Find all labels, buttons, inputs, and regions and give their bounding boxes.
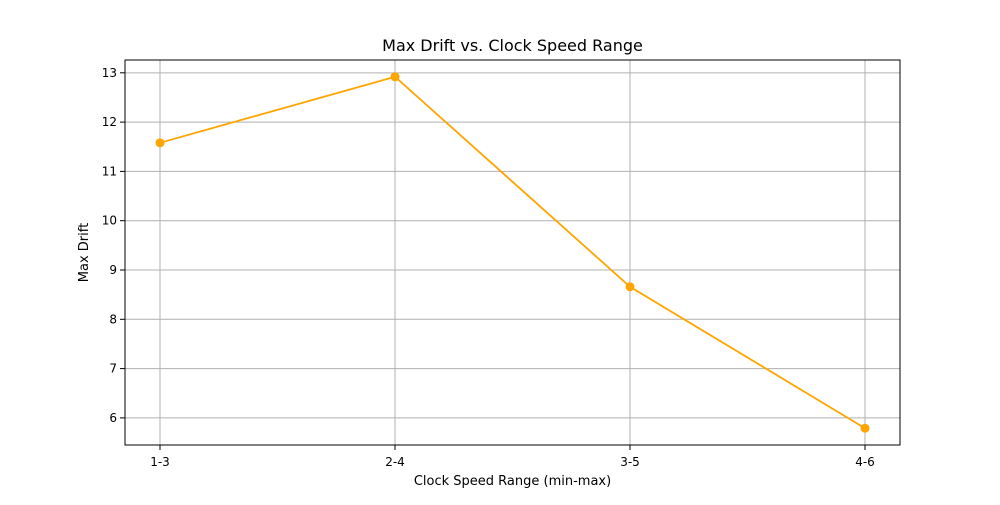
y-tick-label: 13 (102, 66, 117, 80)
data-series (155, 72, 870, 433)
data-point (155, 138, 165, 148)
x-tick-label: 2-4 (385, 455, 405, 469)
x-tick-label: 4-6 (855, 455, 875, 469)
grid-lines (125, 60, 900, 445)
x-tick-label: 3-5 (620, 455, 640, 469)
y-axis-label: Max Drift (77, 223, 92, 282)
y-tick-label: 9 (109, 263, 117, 277)
chart-title: Max Drift vs. Clock Speed Range (382, 36, 643, 55)
x-tick-label: 1-3 (150, 455, 170, 469)
x-axis-label: Clock Speed Range (min-max) (414, 474, 611, 489)
axis-ticks: 1-3 2-4 3-5 4-6 6 7 8 9 10 11 12 13 (102, 66, 875, 469)
y-tick-label: 8 (109, 312, 117, 326)
y-tick-label: 6 (109, 411, 117, 425)
y-tick-label: 7 (109, 362, 117, 376)
plot-area-frame (124, 59, 901, 446)
series-line (159, 75, 866, 430)
y-tick-label: 11 (102, 164, 117, 178)
data-point (625, 282, 635, 292)
y-tick-label: 10 (102, 214, 117, 228)
data-point (860, 423, 870, 433)
data-point (390, 72, 400, 82)
y-tick-label: 12 (102, 115, 117, 129)
